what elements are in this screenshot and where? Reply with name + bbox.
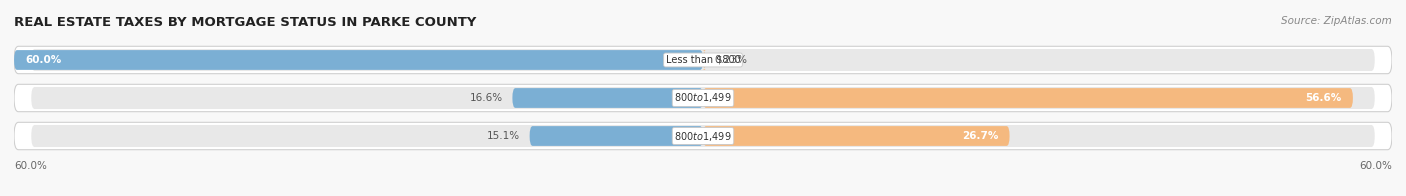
Text: REAL ESTATE TAXES BY MORTGAGE STATUS IN PARKE COUNTY: REAL ESTATE TAXES BY MORTGAGE STATUS IN … <box>14 16 477 29</box>
Text: 56.6%: 56.6% <box>1305 93 1341 103</box>
FancyBboxPatch shape <box>703 88 1353 108</box>
Text: 15.1%: 15.1% <box>488 131 520 141</box>
Text: $800 to $1,499: $800 to $1,499 <box>675 92 731 104</box>
FancyBboxPatch shape <box>31 49 1375 71</box>
FancyBboxPatch shape <box>31 125 1375 147</box>
FancyBboxPatch shape <box>14 50 703 70</box>
FancyBboxPatch shape <box>14 84 1392 112</box>
FancyBboxPatch shape <box>14 46 1392 74</box>
Text: 60.0%: 60.0% <box>25 55 62 65</box>
Text: 60.0%: 60.0% <box>14 161 46 171</box>
Text: $800 to $1,499: $800 to $1,499 <box>675 130 731 142</box>
Text: 0.23%: 0.23% <box>714 55 748 65</box>
FancyBboxPatch shape <box>14 122 1392 150</box>
FancyBboxPatch shape <box>512 88 703 108</box>
Text: Less than $800: Less than $800 <box>665 55 741 65</box>
Text: 16.6%: 16.6% <box>470 93 503 103</box>
FancyBboxPatch shape <box>530 126 703 146</box>
Text: Source: ZipAtlas.com: Source: ZipAtlas.com <box>1281 16 1392 26</box>
FancyBboxPatch shape <box>31 87 1375 109</box>
Text: 60.0%: 60.0% <box>1360 161 1392 171</box>
FancyBboxPatch shape <box>703 50 706 70</box>
Text: 26.7%: 26.7% <box>962 131 998 141</box>
FancyBboxPatch shape <box>703 126 1010 146</box>
